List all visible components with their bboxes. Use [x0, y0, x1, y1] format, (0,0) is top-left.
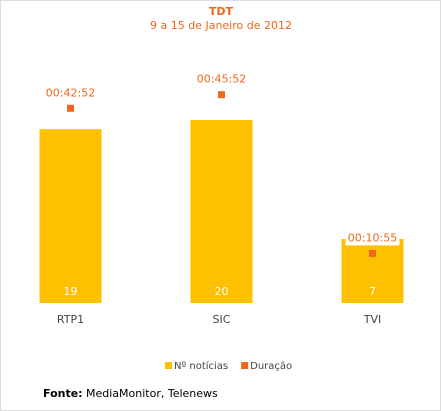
bar: [190, 120, 253, 303]
bar: [341, 238, 404, 303]
source-label: Fonte:: [43, 387, 83, 400]
x-tick-label: TVI: [363, 313, 382, 326]
legend-swatch: [241, 362, 249, 369]
legend-swatch: [165, 362, 172, 369]
point-label-bg: [345, 231, 400, 246]
point-label: 00:10:55: [348, 231, 397, 244]
point: [369, 249, 376, 257]
point: [218, 91, 225, 99]
point-label: 00:42:52: [46, 86, 95, 99]
x-tick-label: SIC: [213, 313, 231, 326]
source-text: MediaMonitor, Telenews: [86, 387, 218, 400]
bar-label: 19: [64, 285, 78, 298]
chart-subtitle: 9 a 15 de Janeiro de 2012: [150, 19, 292, 32]
bar-label: 7: [369, 285, 376, 298]
point-label-bg: [43, 86, 98, 101]
legend-label: Nº notícias: [174, 360, 228, 372]
point-label: 00:45:52: [197, 73, 246, 86]
point: [67, 104, 74, 112]
bar-label: 20: [215, 285, 229, 298]
x-tick-label: RTP1: [57, 313, 84, 326]
legend-label: Duração: [250, 361, 292, 372]
point-label-bg: [194, 72, 249, 87]
bar: [39, 129, 102, 303]
chart-title: TDT: [209, 5, 234, 18]
